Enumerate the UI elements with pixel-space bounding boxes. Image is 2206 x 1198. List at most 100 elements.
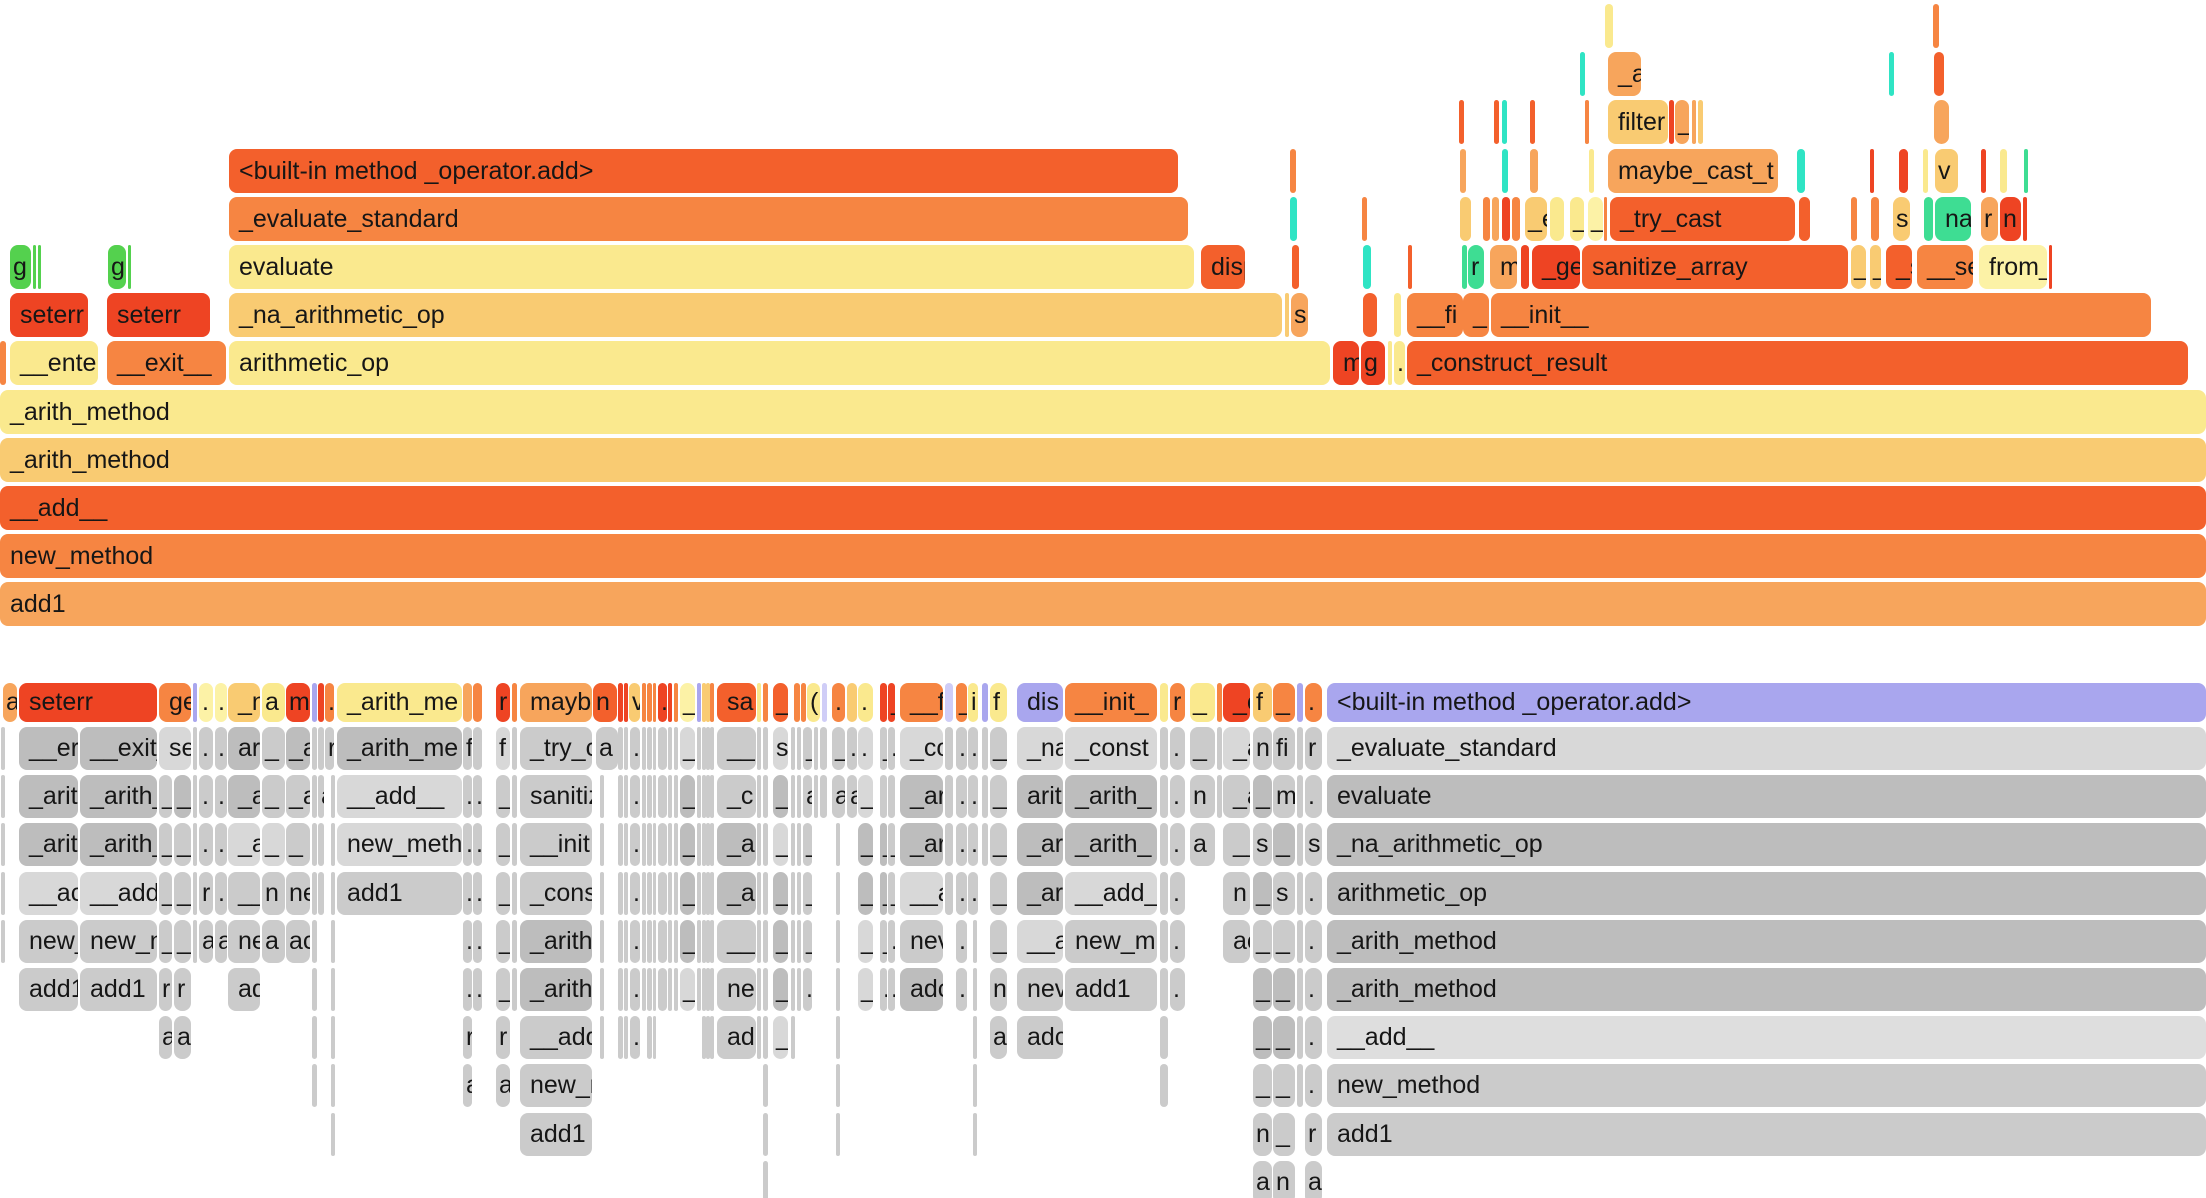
stack-frame[interactable]: adc [1017,1016,1063,1059]
flame-frame[interactable] [1521,245,1529,289]
self-frame-header[interactable]: n [593,683,617,722]
stack-frame[interactable] [945,823,953,866]
self-frame-header[interactable] [318,683,324,722]
stack-frame[interactable] [836,1113,840,1156]
stack-frame[interactable]: _ [773,920,788,963]
stack-frame[interactable] [945,727,953,770]
stack-frame[interactable] [1297,775,1303,818]
stack-frame[interactable]: . [1305,872,1322,915]
flame-frame[interactable]: arithmetic_op [229,341,1330,385]
stack-frame[interactable]: __a [900,872,943,915]
stack-frame[interactable]: _ [880,727,887,770]
stack-frame[interactable] [763,823,768,866]
stack-frame[interactable]: _ [880,823,887,866]
stack-frame[interactable] [1160,823,1168,866]
self-frame-header[interactable] [706,683,710,722]
stack-frame[interactable] [653,1016,656,1059]
stack-frame[interactable] [647,968,652,1011]
stack-frame[interactable]: . [1170,968,1185,1011]
stack-frame[interactable]: . [215,823,227,866]
stack-frame[interactable]: a [215,920,227,963]
stack-frame[interactable] [674,775,678,818]
stack-frame[interactable]: _ [496,823,510,866]
stack-frame[interactable]: . [215,775,227,818]
stack-frame[interactable]: _na [1017,727,1063,770]
stack-frame[interactable] [600,968,604,1011]
stack-frame[interactable]: _ [803,823,812,866]
stack-frame[interactable] [512,968,517,1011]
stack-frame[interactable] [618,968,623,1011]
self-frame-header[interactable]: <built-in method _operator.add> [1327,683,2206,722]
self-frame-header[interactable]: . [832,683,845,722]
stack-frame[interactable] [791,727,795,770]
stack-frame[interactable] [945,775,953,818]
stack-frame[interactable] [820,727,827,770]
flame-frame[interactable] [1698,100,1703,144]
flame-frame[interactable] [1550,197,1564,241]
flame-frame[interactable]: _e [1525,197,1547,241]
self-frame-header[interactable] [463,683,472,722]
flame-frame[interactable]: _try_cast [1610,197,1795,241]
stack-frame[interactable] [647,872,652,915]
self-frame-header[interactable]: _n [228,683,260,722]
stack-frame[interactable]: a [847,775,857,818]
stack-frame[interactable]: . [1170,920,1185,963]
stack-frame[interactable]: a [803,775,812,818]
stack-frame[interactable]: add1 [80,968,157,1011]
self-frame-header[interactable] [710,683,714,722]
flame-frame[interactable]: sanitize_array [1582,245,1848,289]
stack-frame[interactable] [1297,1064,1303,1107]
stack-frame[interactable]: _ [803,872,812,915]
stack-frame[interactable]: _ [880,872,887,915]
stack-frame[interactable]: __add__ [337,775,462,818]
stack-frame[interactable] [312,872,317,915]
stack-frame[interactable] [791,1016,795,1059]
stack-frame[interactable]: . [1170,872,1185,915]
stack-frame[interactable] [618,727,623,770]
stack-frame[interactable] [706,775,710,818]
self-frame-header[interactable]: dis [1017,683,1063,722]
flame-frame[interactable]: _ [1463,293,1489,337]
stack-frame[interactable]: n [1223,872,1250,915]
stack-frame[interactable] [973,1064,977,1107]
stack-frame[interactable] [312,727,317,770]
stack-frame[interactable]: _ [174,775,191,818]
flame-frame[interactable] [1870,149,1874,193]
stack-frame[interactable]: _ [680,775,695,818]
stack-frame[interactable] [791,823,795,866]
stack-frame[interactable] [624,920,628,963]
stack-frame[interactable] [797,920,801,963]
flame-frame[interactable] [128,245,131,289]
stack-frame[interactable] [624,1016,628,1059]
stack-frame[interactable] [600,872,604,915]
stack-frame[interactable] [982,727,988,770]
stack-frame[interactable]: _ [832,727,845,770]
flame-frame[interactable]: __fi [1407,293,1463,337]
flame-frame[interactable]: seterr [10,293,88,337]
stack-frame[interactable]: _co [900,727,943,770]
stack-frame[interactable] [600,1016,604,1059]
stack-frame[interactable] [331,920,335,963]
flame-frame[interactable] [1530,100,1535,144]
stack-frame[interactable]: a [1190,823,1215,866]
self-frame-header[interactable] [668,683,672,722]
stack-frame[interactable]: r [174,968,191,1011]
stack-frame[interactable]: _ [159,823,172,866]
stack-frame[interactable]: _ [680,920,695,963]
stack-frame[interactable] [797,727,801,770]
stack-frame[interactable]: . [847,727,857,770]
stack-frame[interactable]: __er [19,727,78,770]
stack-frame[interactable] [600,775,604,818]
stack-frame[interactable] [618,775,623,818]
stack-frame[interactable]: _const [1065,727,1157,770]
self-frame-header[interactable] [1297,683,1303,722]
self-frame-header[interactable]: _ [888,683,895,722]
self-frame-header[interactable] [674,683,678,722]
stack-frame[interactable] [1217,775,1222,818]
stack-frame[interactable]: _a [286,775,310,818]
stack-frame[interactable] [668,920,672,963]
flame-frame[interactable]: _ [1588,197,1603,241]
stack-frame[interactable]: . [968,872,978,915]
self-frame-header[interactable]: . [1305,683,1322,722]
stack-frame[interactable]: _ [888,872,895,915]
